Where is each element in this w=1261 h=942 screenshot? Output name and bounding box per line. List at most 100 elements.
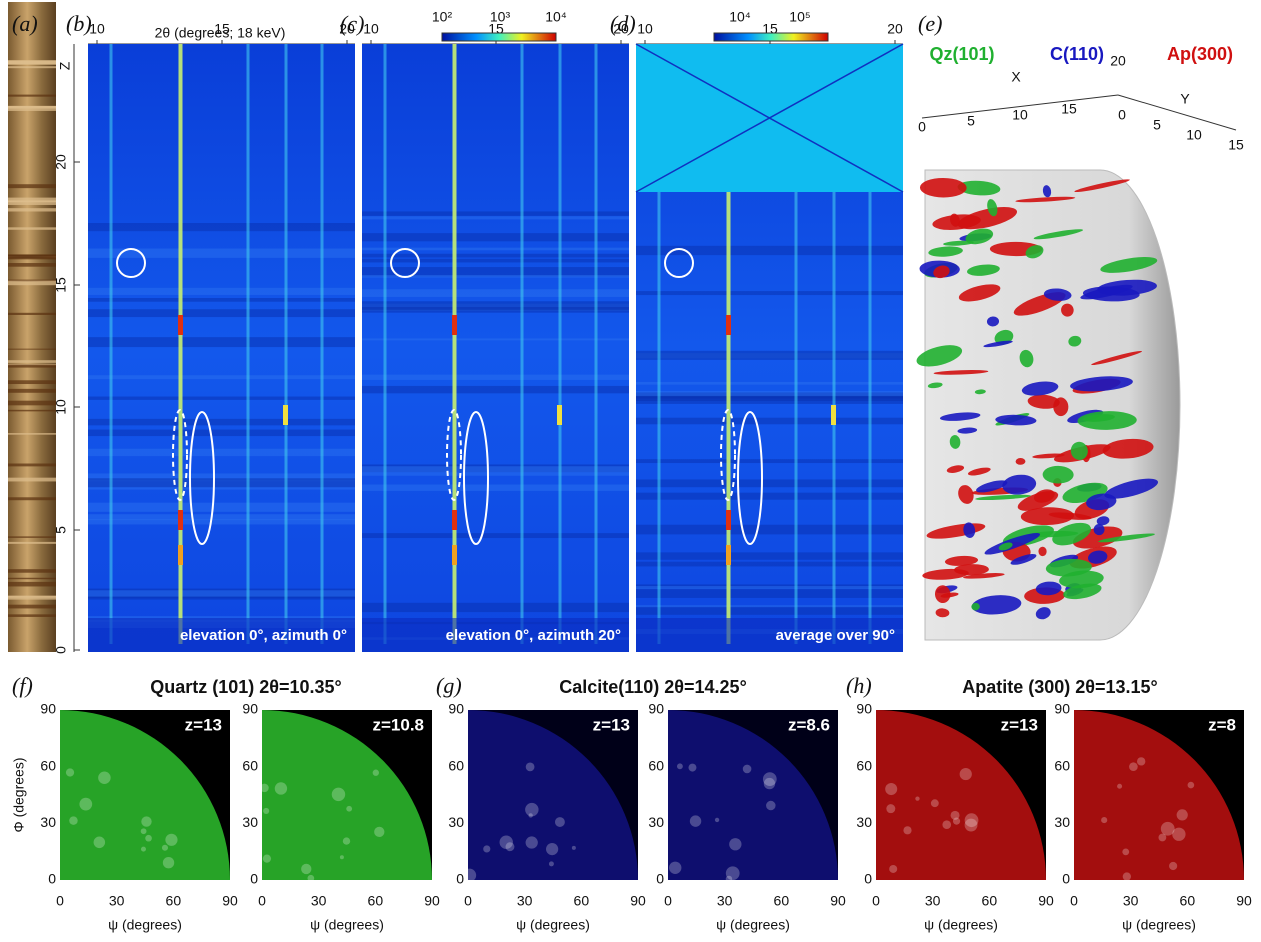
crystal-domain bbox=[1104, 478, 1159, 499]
hot-spot bbox=[178, 545, 183, 565]
core-band bbox=[8, 348, 56, 350]
heatmap-band bbox=[636, 390, 903, 397]
heatmap-band bbox=[88, 596, 355, 600]
pole-spot bbox=[1101, 817, 1108, 824]
caption-bg bbox=[636, 618, 903, 652]
pole-spot bbox=[548, 861, 554, 867]
pole-map bbox=[468, 710, 638, 880]
y-tick-3d: 5 bbox=[1153, 117, 1161, 133]
hot-spot bbox=[283, 405, 288, 425]
heatmap-band bbox=[88, 448, 355, 457]
psi-axis-label: ψ (degrees) bbox=[716, 917, 790, 933]
hot-spot bbox=[452, 315, 457, 335]
pole-spot bbox=[1137, 757, 1146, 766]
crystal-domain bbox=[1027, 394, 1060, 409]
core-band bbox=[8, 66, 56, 69]
pole-spot bbox=[762, 772, 777, 786]
phi-tick-label: 60 bbox=[856, 757, 872, 773]
psi-tick-label: 60 bbox=[166, 893, 182, 909]
hot-spot bbox=[726, 545, 731, 565]
psi-tick-label: 90 bbox=[630, 893, 646, 909]
pole-spot bbox=[140, 846, 146, 852]
phi-tick-label: 30 bbox=[856, 814, 872, 830]
core-band bbox=[8, 536, 56, 538]
crystal-domain bbox=[976, 480, 1008, 493]
pole-spot bbox=[729, 838, 742, 851]
colorbar-label: 10² bbox=[432, 9, 453, 25]
pole-figure-title: Calcite(110) 2θ=14.25° bbox=[559, 677, 747, 697]
heatmap-band bbox=[636, 417, 903, 425]
x-tick-3d: 20 bbox=[1110, 53, 1126, 69]
crystal-domain bbox=[939, 412, 981, 421]
heatmap-band bbox=[88, 337, 355, 348]
core-band bbox=[8, 312, 56, 315]
x-axis-title: 2θ (degrees; 18 keV) bbox=[155, 25, 286, 41]
diffraction-line bbox=[109, 44, 113, 644]
hot-spot bbox=[178, 315, 183, 335]
scan-caption: average over 90° bbox=[776, 627, 895, 644]
core-band bbox=[8, 105, 56, 111]
core-photo bbox=[8, 2, 56, 652]
diffraction-line bbox=[383, 44, 387, 644]
hot-spot bbox=[452, 510, 457, 530]
highlight-circle bbox=[390, 248, 420, 278]
pole-spot bbox=[959, 767, 972, 781]
pole-spot bbox=[1129, 762, 1138, 771]
pole-spot bbox=[342, 837, 351, 845]
heatmap-band bbox=[88, 519, 355, 525]
crystal-domain bbox=[1087, 550, 1108, 564]
pole-spot bbox=[65, 768, 75, 777]
heatmap-band bbox=[636, 459, 903, 464]
psi-axis-label: ψ (degrees) bbox=[310, 917, 384, 933]
pole-spot bbox=[676, 763, 683, 770]
pole-spot bbox=[915, 796, 920, 801]
core-band bbox=[8, 263, 56, 267]
pole-spot bbox=[260, 783, 269, 793]
crystal-domain bbox=[1042, 465, 1074, 484]
psi-tick-label: 90 bbox=[830, 893, 846, 909]
core-band bbox=[8, 197, 56, 203]
pole-spot bbox=[346, 805, 353, 812]
crystal-domain bbox=[934, 585, 951, 604]
heatmap-band bbox=[636, 492, 903, 500]
pole-spot bbox=[1158, 833, 1167, 842]
crystal-domain bbox=[1015, 196, 1076, 203]
crystal-domain bbox=[919, 177, 967, 198]
heatmap-band bbox=[362, 275, 629, 278]
crystal-domain bbox=[998, 542, 1013, 551]
x-tick-3d: 0 bbox=[918, 119, 926, 135]
phi-tick-label: 30 bbox=[448, 814, 464, 830]
crystal-domain bbox=[1077, 411, 1137, 430]
panel-label: (e) bbox=[918, 11, 942, 36]
phi-tick-label: 0 bbox=[1062, 871, 1070, 887]
crystal-domain bbox=[1035, 581, 1062, 596]
pole-map bbox=[876, 710, 1046, 880]
pole-spot bbox=[546, 843, 559, 856]
pole-spot bbox=[1160, 821, 1175, 836]
psi-tick-label: 0 bbox=[664, 893, 672, 909]
z-level-label: z=10.8 bbox=[372, 715, 424, 734]
heatmap-band bbox=[362, 253, 629, 258]
crystal-domain bbox=[1010, 554, 1037, 565]
core-band bbox=[8, 256, 56, 260]
heatmap-band bbox=[636, 245, 903, 256]
heatmap-band bbox=[362, 289, 629, 297]
pole-spot bbox=[889, 864, 898, 873]
diffraction-line bbox=[320, 44, 324, 644]
core-band bbox=[8, 541, 56, 544]
heatmap-band bbox=[636, 605, 903, 608]
core-band bbox=[8, 227, 56, 230]
x-tick-label: 10 bbox=[637, 21, 653, 37]
heatmap-band bbox=[362, 267, 629, 277]
crystal-domain bbox=[1091, 350, 1143, 366]
crystal-domain bbox=[957, 180, 1001, 196]
phi-tick-label: 90 bbox=[856, 701, 872, 717]
core-band bbox=[8, 60, 56, 65]
heatmap-band bbox=[362, 211, 629, 216]
core-band bbox=[8, 581, 56, 587]
psi-tick-label: 60 bbox=[368, 893, 384, 909]
heatmap-band bbox=[362, 247, 629, 251]
colorbar bbox=[713, 32, 829, 42]
pole-spot bbox=[725, 866, 740, 881]
crystal-domain bbox=[957, 427, 978, 434]
